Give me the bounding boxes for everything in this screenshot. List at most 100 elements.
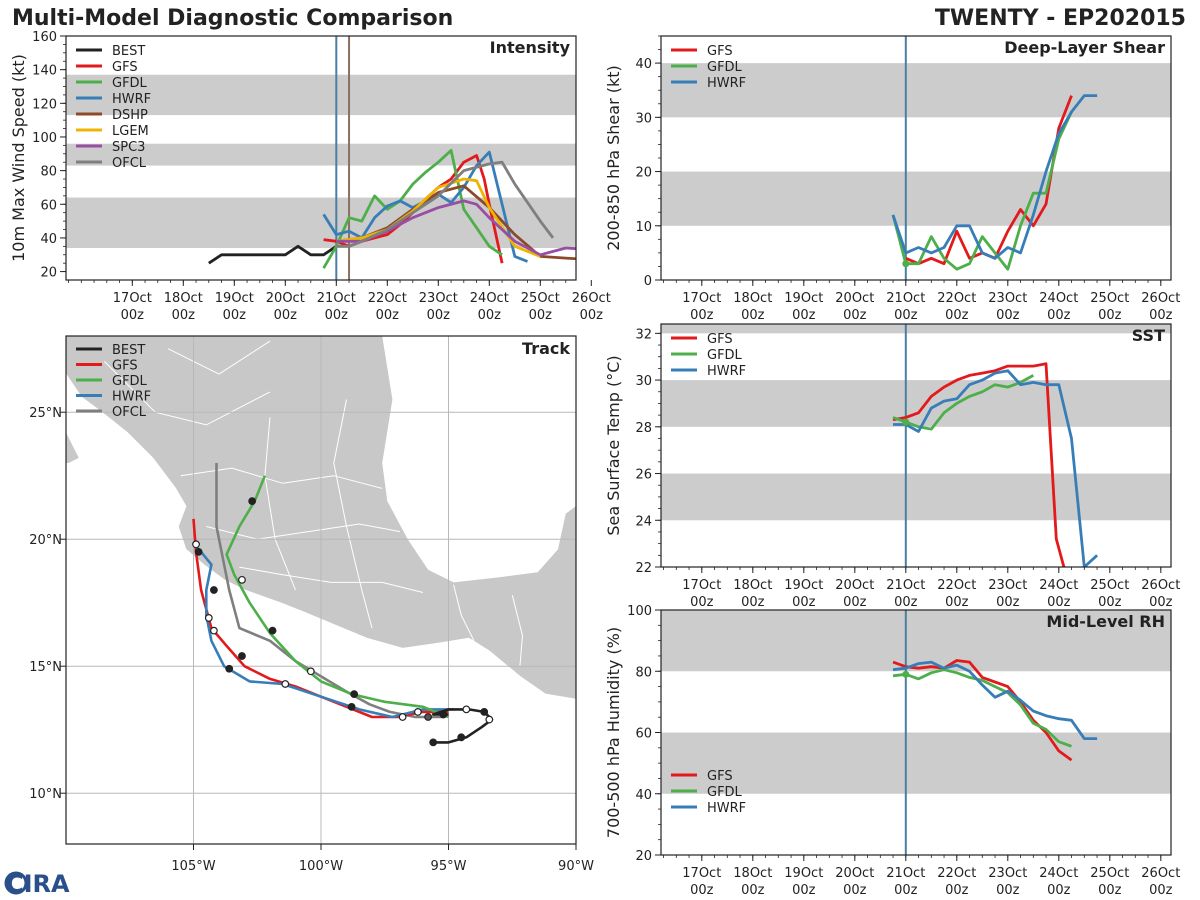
sst-xtick-label: 18Oct bbox=[733, 578, 772, 593]
rh-start-point bbox=[902, 670, 910, 678]
storm-id-title: TWENTY - EP202015 bbox=[935, 6, 1186, 31]
intensity-xtick-label-2: 00z bbox=[580, 308, 604, 323]
intensity-series-ofcl bbox=[336, 160, 555, 248]
track-land-yucatan bbox=[537, 506, 576, 601]
sst-ylabel: Sea Surface Temp (°C) bbox=[604, 355, 623, 535]
intensity-xtick-label: 20Oct bbox=[266, 291, 305, 306]
main-title: Multi-Model Diagnostic Comparison bbox=[12, 6, 453, 31]
sst-xtick-label-2: 00z bbox=[690, 595, 714, 610]
shear-ylabel: 200-850 hPa Shear (kt) bbox=[604, 65, 623, 251]
rh-xtick-label-2: 00z bbox=[690, 883, 714, 898]
intensity-xtick-label: 18Oct bbox=[164, 291, 203, 306]
track-ytick-label: 15°N bbox=[29, 660, 62, 675]
shear-xtick-label-2: 00z bbox=[1047, 308, 1071, 323]
shear-ytick-label: 30 bbox=[635, 111, 652, 126]
sst-xtick-label: 25Oct bbox=[1090, 578, 1129, 593]
track-position-marker bbox=[281, 680, 290, 688]
intensity-legend-label-lgem: LGEM bbox=[112, 124, 149, 139]
intensity-series-best bbox=[208, 244, 338, 265]
shear-xtick-label: 18Oct bbox=[733, 291, 772, 306]
track-position-marker bbox=[398, 713, 407, 721]
intensity-xtick-label-2: 00z bbox=[223, 308, 247, 323]
intensity-xtick-label-2: 00z bbox=[376, 308, 400, 323]
rh-xtick-label: 22Oct bbox=[937, 866, 976, 881]
track-position-marker bbox=[462, 705, 471, 714]
track-position-marker bbox=[238, 575, 246, 584]
intensity-xtick-label-2: 00z bbox=[529, 308, 553, 323]
sst-ytick-label: 24 bbox=[635, 514, 652, 529]
rh-xtick-label: 25Oct bbox=[1090, 866, 1129, 881]
shear-ytick-label: 0 bbox=[644, 274, 652, 289]
intensity-ytick-label: 140 bbox=[32, 64, 57, 79]
shear-series-gfdl bbox=[891, 111, 1073, 271]
intensity-xtick-label: 17Oct bbox=[113, 291, 152, 306]
shear-xtick-label: 24Oct bbox=[1039, 291, 1078, 306]
intensity-legend-label-dshp: DSHP bbox=[112, 108, 148, 123]
track-position-marker bbox=[414, 708, 422, 716]
rh-xtick-label-2: 00z bbox=[741, 883, 765, 898]
intensity-xtick-label: 23Oct bbox=[419, 291, 458, 306]
shear-xtick-label: 17Oct bbox=[682, 291, 721, 306]
rh-title: Mid-Level RH bbox=[1046, 612, 1165, 631]
track-position-marker bbox=[429, 738, 438, 747]
track-state-border bbox=[511, 594, 524, 667]
rh-ytick-label: 80 bbox=[635, 665, 652, 680]
shear-band bbox=[661, 63, 1171, 118]
sst-ytick-label: 28 bbox=[635, 421, 652, 436]
intensity-ytick-label: 120 bbox=[32, 97, 57, 112]
sst-legend-label-gfdl: GFDL bbox=[707, 348, 743, 363]
sst-start-point bbox=[902, 418, 910, 426]
rh-xtick-label: 18Oct bbox=[733, 866, 772, 881]
rh-xtick-label: 23Oct bbox=[988, 866, 1027, 881]
track-position-marker bbox=[480, 708, 489, 716]
track-state-border bbox=[333, 399, 373, 629]
shear-start-point bbox=[902, 260, 910, 268]
track-position-marker bbox=[457, 733, 466, 742]
rh-xtick-label-2: 00z bbox=[945, 883, 969, 898]
rh-ytick-label: 100 bbox=[627, 604, 652, 619]
sst-xtick-label-2: 00z bbox=[894, 595, 918, 610]
sst-xtick-label: 23Oct bbox=[988, 578, 1027, 593]
rh-ylabel: 700-500 hPa Humidity (%) bbox=[604, 627, 623, 838]
sst-legend-label-hwrf: HWRF bbox=[707, 364, 746, 379]
rh-ytick-label: 60 bbox=[635, 727, 652, 742]
intensity-legend-label-gfdl: GFDL bbox=[112, 76, 148, 91]
track-state-border bbox=[103, 361, 271, 426]
track-position-marker bbox=[347, 702, 356, 711]
shear-ytick-label: 40 bbox=[635, 57, 652, 72]
shear-xtick-label-2: 00z bbox=[996, 308, 1020, 323]
shear-xtick-label: 19Oct bbox=[784, 291, 823, 306]
sst-band bbox=[661, 473, 1171, 521]
sst-series-hwrf bbox=[893, 369, 1099, 567]
track-state-border bbox=[264, 417, 296, 591]
sst-xtick-label-2: 00z bbox=[1047, 595, 1071, 610]
rh-xtick-label-2: 00z bbox=[996, 883, 1020, 898]
sst-series-gfdl bbox=[892, 374, 1034, 431]
track-xtick-label: 90°W bbox=[558, 859, 594, 874]
intensity-xtick-label: 26Oct bbox=[572, 291, 611, 306]
shear-legend-label-gfs: GFS bbox=[707, 44, 733, 59]
sst-legend-label-gfs: GFS bbox=[707, 332, 733, 347]
intensity-xtick-label-2: 00z bbox=[172, 308, 196, 323]
intensity-ytick-label: 20 bbox=[40, 266, 57, 281]
intensity-xtick-label: 21Oct bbox=[317, 291, 356, 306]
intensity-xtick-label-2: 00z bbox=[427, 308, 451, 323]
sst-xtick-label: 24Oct bbox=[1039, 578, 1078, 593]
shear-xtick-label: 20Oct bbox=[835, 291, 874, 306]
rh-xtick-label-2: 00z bbox=[843, 883, 867, 898]
sst-xtick-label-2: 00z bbox=[843, 595, 867, 610]
intensity-ylabel: 10m Max Wind Speed (kt) bbox=[9, 54, 28, 262]
intensity-legend-label-best: BEST bbox=[112, 44, 145, 59]
sst-series-gfs bbox=[892, 362, 1066, 567]
track-position-marker bbox=[192, 540, 200, 549]
rh-xtick-label: 21Oct bbox=[886, 866, 925, 881]
logo-text: CIRA bbox=[6, 870, 70, 898]
rh-xtick-label-2: 00z bbox=[894, 883, 918, 898]
sst-xtick-label-2: 00z bbox=[1098, 595, 1122, 610]
track-ytick-label: 10°N bbox=[29, 787, 62, 802]
sst-xtick-label: 20Oct bbox=[835, 578, 874, 593]
